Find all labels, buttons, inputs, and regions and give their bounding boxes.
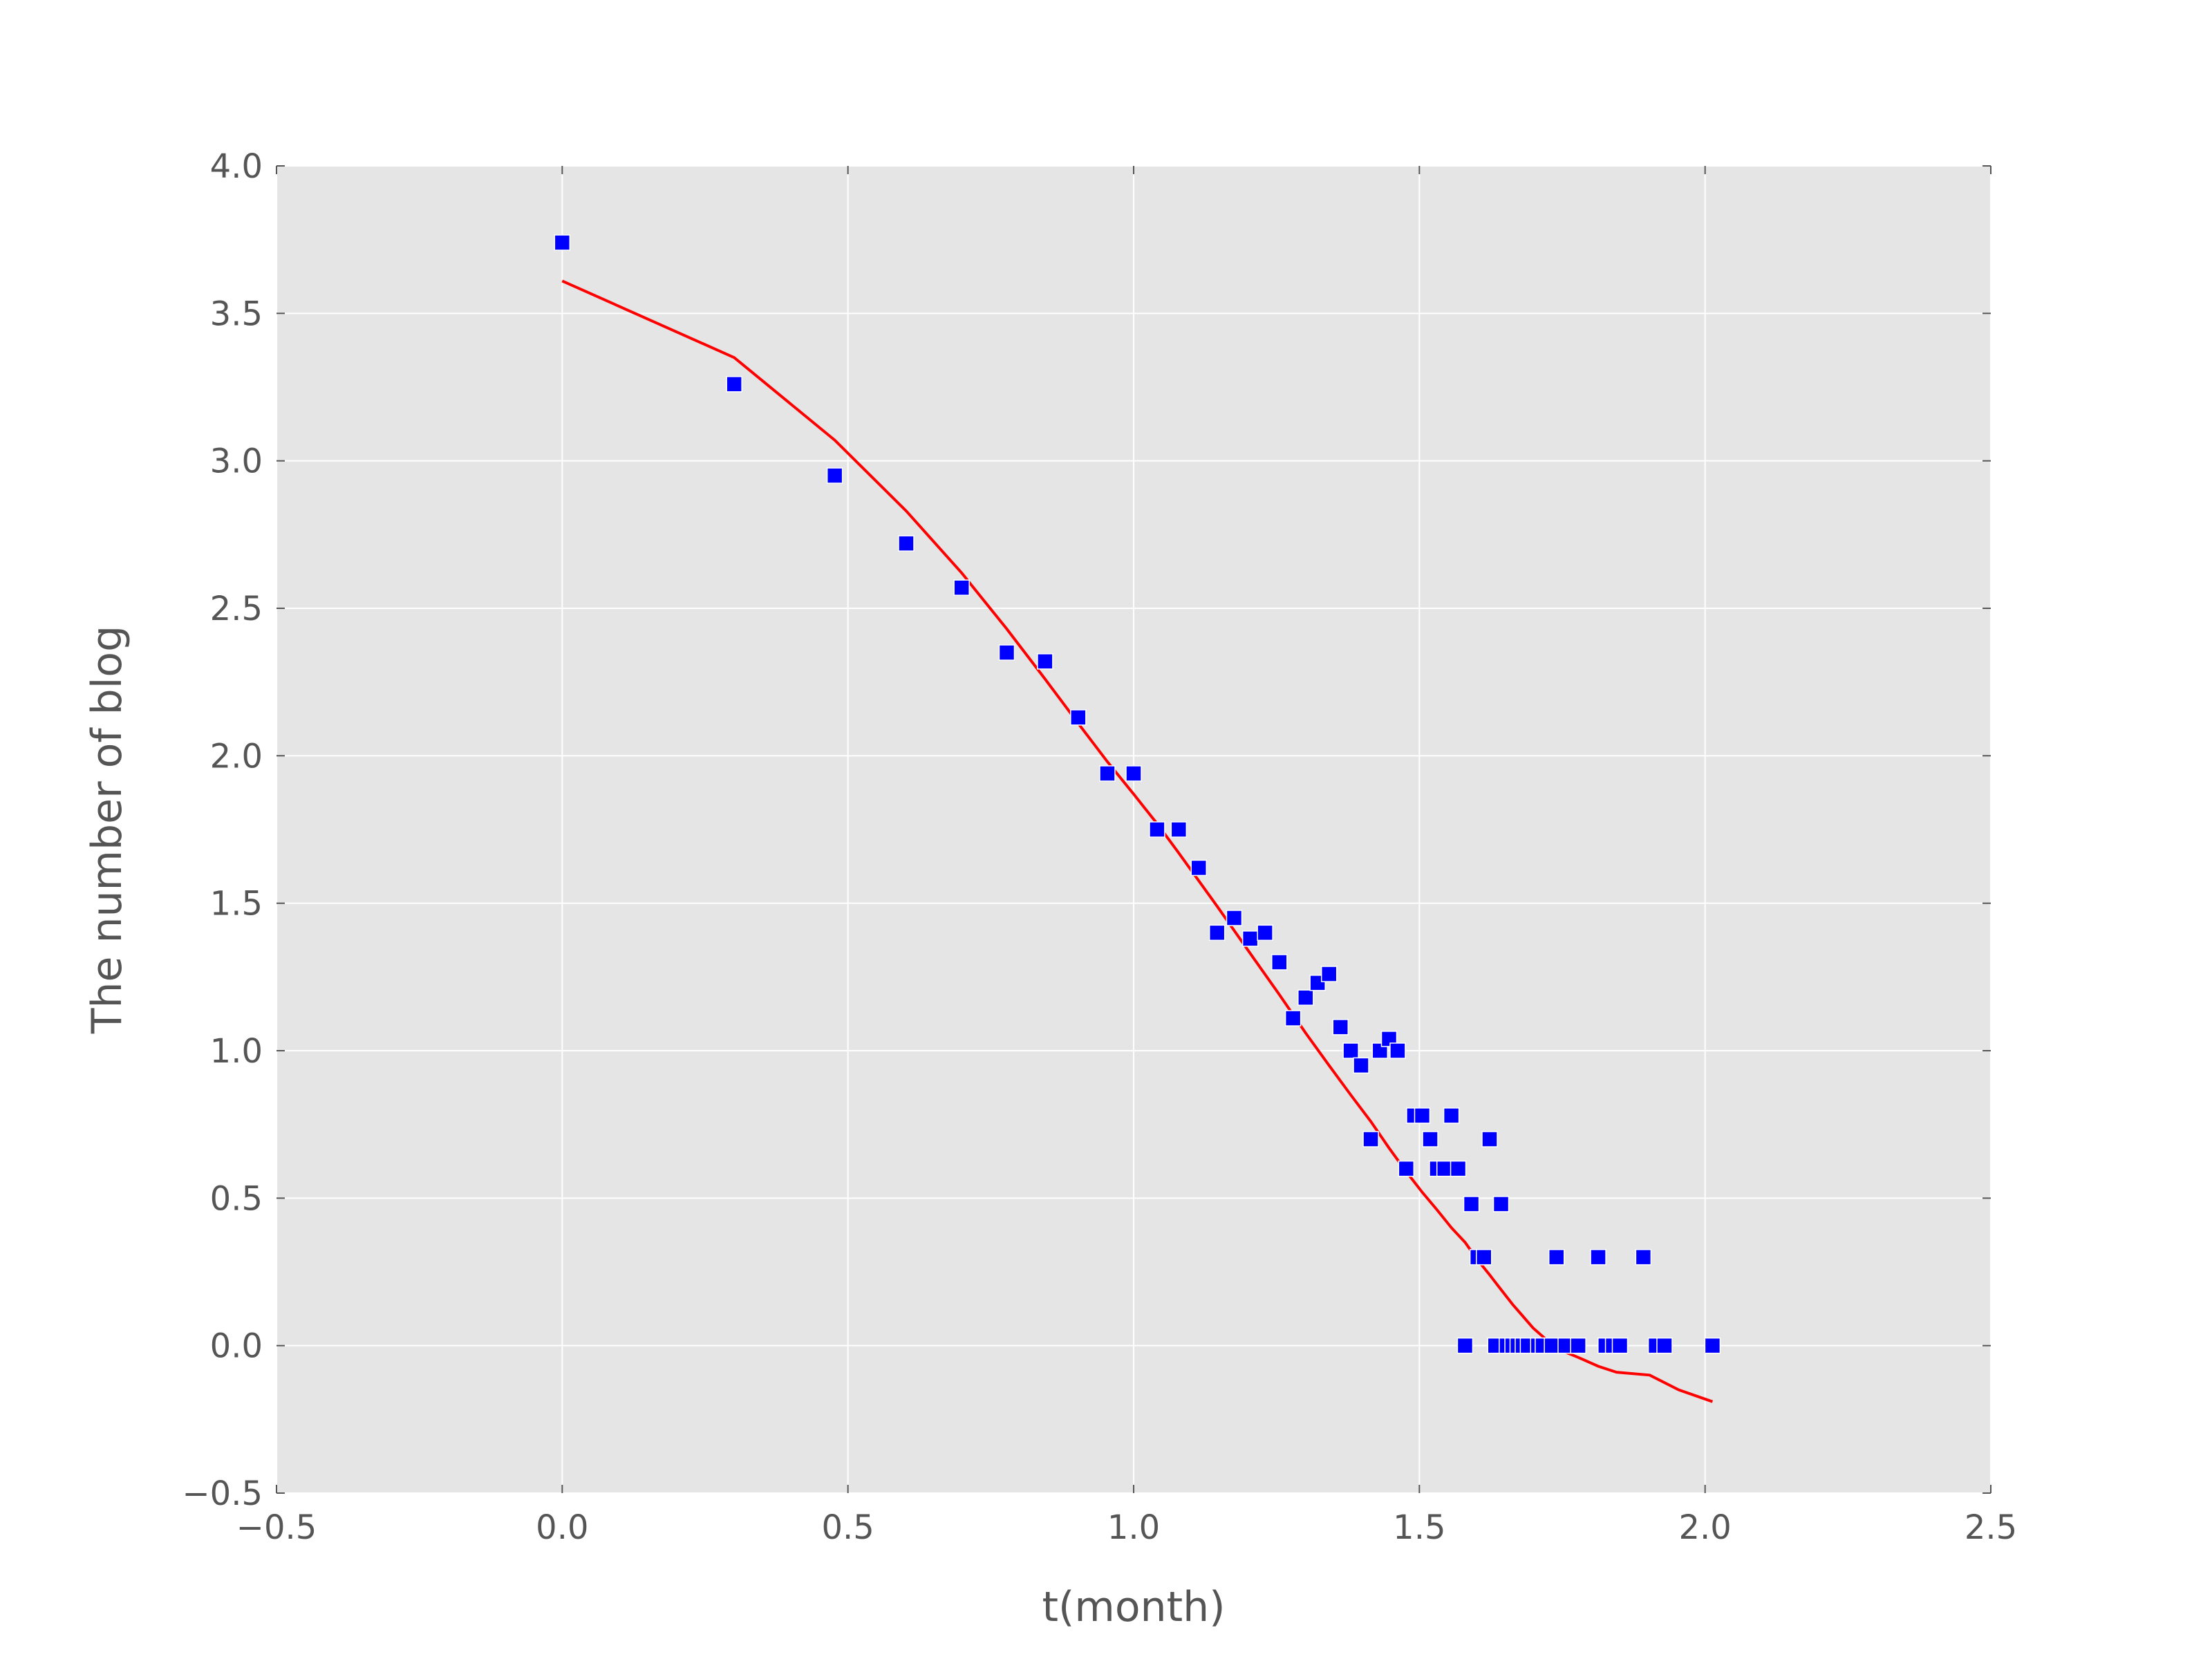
scatter-point (1389, 1042, 1406, 1059)
scatter-point (1590, 1248, 1606, 1266)
x-tick-label: 2.0 (1678, 1508, 1731, 1547)
scatter-point (1398, 1160, 1415, 1177)
y-tick-label: 0.5 (210, 1179, 263, 1218)
scatter-point (1443, 1107, 1460, 1124)
y-tick-label: 4.0 (210, 147, 263, 186)
x-tick-label: 1.5 (1393, 1508, 1445, 1547)
scatter-point (1450, 1160, 1467, 1177)
x-tick-label: −0.5 (236, 1508, 317, 1547)
scatter-point (1422, 1131, 1438, 1147)
scatter-point (726, 375, 742, 393)
scatter-point (1362, 1131, 1379, 1147)
y-tick-label: 2.0 (210, 737, 263, 776)
scatter-point (826, 467, 843, 484)
scatter-point (1635, 1248, 1652, 1266)
scatter-point (1037, 653, 1053, 670)
x-axis-label: t(month) (1042, 1583, 1225, 1631)
scatter-point (1436, 1160, 1453, 1177)
scatter-point (1099, 765, 1116, 782)
scatter-point (1544, 1337, 1560, 1354)
scatter-point (898, 535, 915, 552)
scatter-point (1241, 930, 1259, 947)
scatter-point (1463, 1196, 1480, 1212)
scatter-point (554, 234, 571, 251)
scatter-point (1456, 1337, 1474, 1354)
scatter-point (1342, 1042, 1359, 1059)
scatter-point (1125, 765, 1142, 782)
scatter-point (1170, 821, 1188, 838)
y-tick-label: 2.5 (210, 590, 263, 628)
x-tick-label: 0.0 (536, 1508, 588, 1547)
x-tick-label: 0.5 (821, 1508, 874, 1547)
scatter-point (1208, 924, 1226, 941)
scatter-point (1414, 1107, 1431, 1124)
scatter-series (554, 234, 1721, 1354)
scatter-point (1611, 1337, 1629, 1354)
y-tick-label: −0.5 (182, 1474, 263, 1513)
scatter-point (1492, 1196, 1510, 1212)
scatter-point (998, 644, 1015, 661)
scatter-point (1297, 989, 1314, 1006)
y-tick-label: 3.5 (210, 294, 263, 333)
scatter-point (1570, 1337, 1586, 1354)
scatter-point (1353, 1057, 1369, 1074)
scatter-point (1190, 859, 1207, 877)
y-tick-label: 1.5 (210, 885, 263, 924)
y-axis-label: The number of blog (83, 626, 131, 1034)
scatter-point (1481, 1131, 1498, 1147)
x-tick-label: 1.0 (1107, 1508, 1160, 1547)
scatter-point (1257, 924, 1273, 941)
scatter-point (1284, 1010, 1302, 1027)
y-tick-label: 3.0 (210, 442, 263, 481)
scatter-point (1704, 1337, 1721, 1354)
x-tick-label: 2.5 (1965, 1508, 2017, 1547)
scatter-point (1271, 954, 1288, 971)
scatter-point (1226, 910, 1243, 926)
scatter-point (1320, 966, 1338, 982)
scatter-point (1149, 821, 1165, 838)
y-tick-label: 0.0 (210, 1327, 263, 1366)
scatter-point (1475, 1248, 1492, 1266)
scatter-point (1070, 709, 1087, 726)
scatter-point (953, 579, 970, 596)
scatter-point (1332, 1019, 1349, 1035)
ticks: −0.5 0.0 0.5 1.0 1.5 2.0 2.5 −0.5 0.0 0.5 1.0 1.5 2.… (182, 147, 2017, 1547)
scatter-point (1656, 1337, 1673, 1354)
y-tick-label: 1.0 (210, 1032, 263, 1071)
scatter-point (1548, 1248, 1565, 1266)
